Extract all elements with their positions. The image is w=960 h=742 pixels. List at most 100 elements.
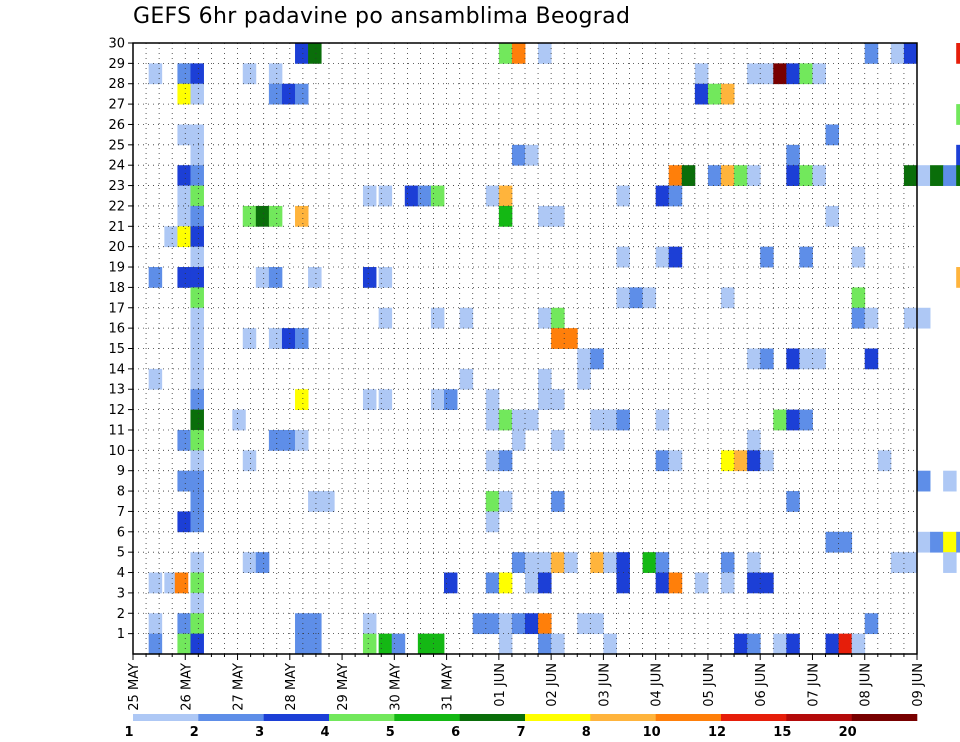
heatmap-cell bbox=[378, 633, 393, 655]
y-tick-label: 21 bbox=[108, 220, 125, 235]
heatmap-cell bbox=[694, 83, 709, 105]
heatmap-cell bbox=[308, 613, 322, 635]
y-tick-label: 30 bbox=[108, 37, 125, 52]
heatmap-cell bbox=[177, 633, 191, 655]
heatmap-cell bbox=[825, 633, 839, 655]
heatmap-cell bbox=[603, 552, 617, 573]
heatmap-cell bbox=[485, 450, 500, 472]
y-tick-label: 1 bbox=[117, 627, 125, 642]
heatmap-cell bbox=[190, 124, 204, 146]
heatmap-cell bbox=[799, 246, 813, 268]
heatmap-cell bbox=[825, 531, 839, 553]
heatmap-cell bbox=[308, 633, 322, 655]
heatmap-cell bbox=[564, 552, 578, 573]
heatmap-cell bbox=[485, 389, 500, 410]
heatmap-cell bbox=[616, 246, 630, 268]
y-tick-label: 16 bbox=[108, 322, 125, 337]
heatmap-cell bbox=[864, 613, 879, 635]
heatmap-cell bbox=[148, 633, 163, 655]
y-tick-label: 24 bbox=[108, 159, 125, 174]
heatmap-cell bbox=[956, 267, 960, 288]
heatmap-cell bbox=[177, 511, 191, 533]
heatmap-cell bbox=[242, 552, 257, 573]
heatmap-cell bbox=[498, 43, 513, 64]
heatmap-cell bbox=[362, 389, 377, 410]
heatmap-cell bbox=[190, 511, 204, 533]
heatmap-cell bbox=[786, 144, 800, 166]
heatmap-cell bbox=[655, 409, 670, 431]
heatmap-cell bbox=[681, 165, 696, 186]
heatmap-cell bbox=[525, 613, 539, 635]
heatmap-cell bbox=[177, 83, 191, 105]
y-tick-label: 7 bbox=[117, 505, 125, 520]
heatmap-cell bbox=[760, 63, 774, 85]
heatmap-cell bbox=[538, 552, 552, 573]
y-tick-label: 22 bbox=[108, 199, 125, 214]
heatmap-cell bbox=[603, 409, 617, 431]
heatmap-cell bbox=[498, 450, 513, 472]
heatmap-cell bbox=[498, 409, 513, 431]
heatmap-cell bbox=[538, 307, 552, 329]
y-tick-label: 13 bbox=[108, 383, 125, 398]
heatmap-cell bbox=[177, 226, 191, 248]
heatmap-cell bbox=[177, 267, 191, 288]
colorbar-label: 6 bbox=[451, 725, 460, 740]
heatmap-cell bbox=[551, 307, 565, 329]
x-tick-label: 29 MAY bbox=[336, 663, 351, 711]
heatmap-cell bbox=[538, 389, 552, 410]
x-tick-label: 06 JUN bbox=[754, 663, 769, 707]
heatmap-cell bbox=[190, 185, 204, 207]
heatmap-cell bbox=[485, 613, 500, 635]
heatmap-cell bbox=[268, 429, 283, 451]
heatmap-cell bbox=[655, 552, 670, 573]
heatmap-cell bbox=[616, 552, 630, 573]
heatmap-cell bbox=[430, 185, 445, 207]
heatmap-cell bbox=[190, 409, 204, 431]
heatmap-cell bbox=[760, 246, 774, 268]
heatmap-cell bbox=[295, 83, 309, 105]
heatmap-cell bbox=[812, 348, 826, 370]
heatmap-cell bbox=[616, 572, 630, 594]
heatmap-cell bbox=[538, 572, 552, 594]
heatmap-cell bbox=[943, 165, 957, 186]
heatmap-cell bbox=[430, 307, 445, 329]
heatmap-cell bbox=[603, 633, 617, 655]
heatmap-cell bbox=[242, 205, 257, 227]
heatmap-cell bbox=[268, 63, 283, 85]
heatmap-cell bbox=[498, 491, 513, 512]
heatmap-cell bbox=[655, 246, 670, 268]
heatmap-cell bbox=[255, 552, 270, 573]
colorbar-swatch bbox=[459, 714, 526, 721]
heatmap-cell bbox=[655, 572, 670, 594]
heatmap-cell bbox=[295, 205, 309, 227]
colorbar-label: 7 bbox=[516, 725, 525, 740]
heatmap-cell bbox=[917, 165, 931, 186]
colorbar-label: 10 bbox=[643, 725, 661, 740]
y-tick-label: 11 bbox=[108, 423, 125, 438]
heatmap-cell bbox=[190, 348, 204, 370]
heatmap-cell bbox=[362, 613, 377, 635]
heatmap-cell bbox=[177, 63, 191, 85]
heatmap-cell bbox=[525, 572, 539, 594]
heatmap-cell bbox=[917, 470, 931, 492]
heatmap-cell bbox=[417, 633, 432, 655]
x-tick-label: 26 MAY bbox=[179, 663, 194, 711]
heatmap-cell bbox=[734, 165, 748, 186]
y-tick-label: 18 bbox=[108, 281, 125, 296]
heatmap-cell bbox=[378, 307, 393, 329]
y-tick-label: 15 bbox=[108, 342, 125, 357]
y-tick-label: 17 bbox=[108, 301, 125, 316]
heatmap-cell bbox=[190, 144, 204, 166]
colorbar-legend: 1 2 3 4 5 6 7 8 10 12 15 20 bbox=[124, 714, 918, 740]
heatmap-cell bbox=[760, 348, 774, 370]
heatmap-cell bbox=[721, 165, 735, 186]
heatmap-cell bbox=[190, 633, 204, 655]
heatmap-cell bbox=[485, 409, 500, 431]
heatmap-cell bbox=[551, 429, 565, 451]
colorbar-swatch bbox=[198, 714, 264, 721]
heatmap-cell bbox=[668, 185, 683, 207]
heatmap-cell bbox=[590, 348, 604, 370]
heatmap-cell bbox=[734, 450, 748, 472]
heatmap-cell bbox=[538, 368, 552, 390]
